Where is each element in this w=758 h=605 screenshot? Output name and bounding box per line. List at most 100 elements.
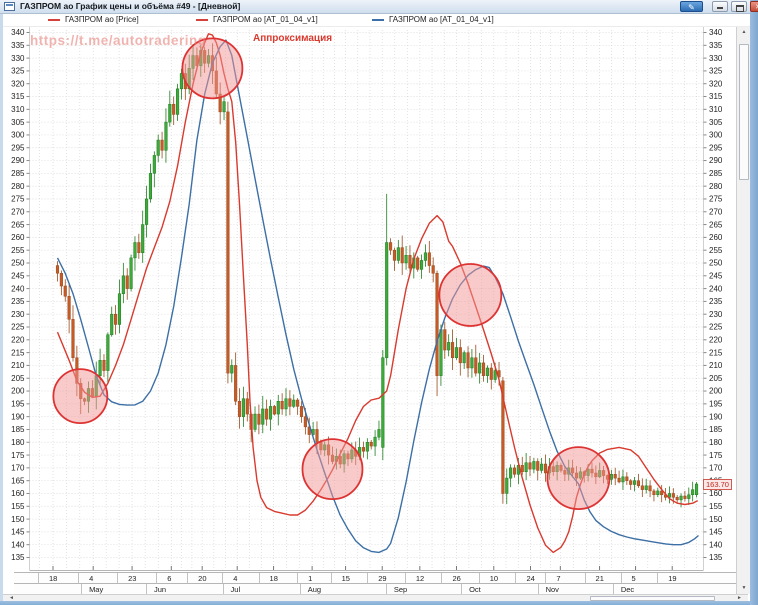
y-axis-label: 190 [709, 412, 723, 421]
h-scroll-thumb[interactable] [590, 596, 715, 601]
edit-tool-button[interactable]: ✎ [680, 1, 703, 12]
y-axis-label: 305 [709, 118, 723, 127]
y-axis-label: 170 [11, 464, 25, 473]
axis-separator [187, 573, 189, 583]
y-axis-label: 330 [11, 54, 25, 63]
x-axis-label: 29 [378, 574, 387, 583]
highlight-circle [181, 37, 244, 100]
x-axis-label: 21 [595, 574, 604, 583]
y-axis-label: 275 [11, 195, 25, 204]
highlight-circle [52, 368, 109, 425]
axis-separator [330, 573, 332, 583]
watermark-link: https://t.me/autotradering [30, 33, 207, 48]
horizontal-scrollbar[interactable]: ◄ ► [3, 594, 748, 602]
maximize-button[interactable] [731, 1, 747, 12]
x-axis-label: Jun [154, 585, 167, 594]
y-axis-label: 255 [11, 246, 25, 255]
scroll-right-icon[interactable]: ► [737, 595, 742, 601]
legend-line-icon [372, 18, 384, 21]
y-axis-label: 185 [11, 425, 25, 434]
axis-separator [222, 584, 224, 594]
y-axis-label: 195 [11, 400, 25, 409]
y-axis-label: 210 [709, 361, 723, 370]
x-axis-label: 15 [341, 574, 350, 583]
y-axis-label: 200 [11, 387, 25, 396]
x-axis-label: 23 [128, 574, 137, 583]
x-axis-label: May [89, 585, 104, 594]
highlight-circle [301, 438, 364, 501]
x-axis-label: Oct [469, 585, 481, 594]
last-price-badge: 163.70 [703, 478, 732, 490]
y-axis-label: 245 [11, 271, 25, 280]
x-axis-label: Sep [393, 585, 408, 594]
y-axis-label: 280 [11, 182, 25, 191]
axis-separator [620, 573, 622, 583]
y-axis-label: 170 [709, 464, 723, 473]
axis-separator [299, 584, 301, 594]
y-axis-label: 205 [709, 374, 723, 383]
axis-separator [297, 573, 299, 583]
x-axis-label: 20 [198, 574, 207, 583]
minimize-button[interactable] [712, 1, 728, 12]
y-axis-label: 285 [709, 169, 723, 178]
axis-separator [612, 584, 614, 594]
y-axis-label: 320 [709, 79, 723, 88]
y-axis-label: 305 [11, 118, 25, 127]
y-axis-label: 285 [11, 169, 25, 178]
close-button[interactable]: ✕ [750, 1, 758, 12]
x-axis-label: 18 [269, 574, 278, 583]
axis-separator [258, 573, 260, 583]
frame-left-edge [0, 13, 3, 605]
axis-separator [478, 573, 480, 583]
axis-separator [461, 584, 463, 594]
legend-item-0[interactable]: ГАЗПРОМ ао [Price] [48, 13, 139, 26]
y-axis-label: 335 [709, 41, 723, 50]
highlight-circle [438, 263, 503, 327]
y-axis-label: 310 [709, 105, 723, 114]
y-axis-label: 175 [11, 451, 25, 460]
y-axis-label: 135 [11, 553, 25, 562]
y-axis-label: 215 [11, 348, 25, 357]
v-scroll-thumb[interactable] [739, 44, 749, 180]
y-axis-label: 315 [709, 92, 723, 101]
axis-separator [515, 573, 517, 583]
y-axis-label: 195 [709, 400, 723, 409]
x-axis-label: 7 [556, 574, 561, 583]
y-axis-label: 320 [11, 79, 25, 88]
y-axis-label: 145 [709, 528, 723, 537]
scroll-left-icon[interactable]: ◄ [9, 595, 14, 601]
axis-separator [156, 573, 158, 583]
x-axis-label: 1 [308, 574, 313, 583]
y-axis-label: 260 [11, 233, 25, 242]
y-axis-label: 135 [709, 553, 723, 562]
y-axis-label: 315 [11, 92, 25, 101]
x-axis-label: 19 [668, 574, 677, 583]
y-axis-label: 290 [11, 156, 25, 165]
y-axis-label: 150 [11, 515, 25, 524]
y-axis-label: 145 [11, 528, 25, 537]
legend-line-icon [196, 18, 208, 21]
y-axis-label: 330 [709, 54, 723, 63]
axis-separator [657, 573, 659, 583]
title-bar: ГАЗПРОМ ао График цены и объёма #49 - [Д… [0, 0, 758, 14]
y-axis-label: 340 [11, 28, 25, 37]
chart-plot-area[interactable] [0, 26, 758, 570]
y-axis-label: 240 [11, 284, 25, 293]
y-axis-label: 250 [709, 259, 723, 268]
highlight-circle [546, 446, 611, 511]
scroll-up-icon[interactable]: ▲ [741, 29, 747, 35]
frame-right-edge [750, 0, 758, 605]
axis-separator [404, 573, 406, 583]
legend-item-2[interactable]: ГАЗПРОМ ао [AT_01_04_v1] [372, 13, 494, 26]
minimize-icon [717, 7, 723, 9]
legend-item-1[interactable]: ГАЗПРОМ ао [AT_01_04_v1] [196, 13, 318, 26]
y-axis-label: 155 [11, 502, 25, 511]
axis-separator [385, 584, 387, 594]
vertical-scrollbar[interactable]: ▲ ▼ [736, 26, 750, 594]
scroll-down-icon[interactable]: ▼ [741, 585, 747, 591]
y-axis-label: 335 [11, 41, 25, 50]
y-axis-label: 245 [709, 271, 723, 280]
x-axis-label: 6 [167, 574, 172, 583]
approximation-line-blue [56, 39, 699, 554]
